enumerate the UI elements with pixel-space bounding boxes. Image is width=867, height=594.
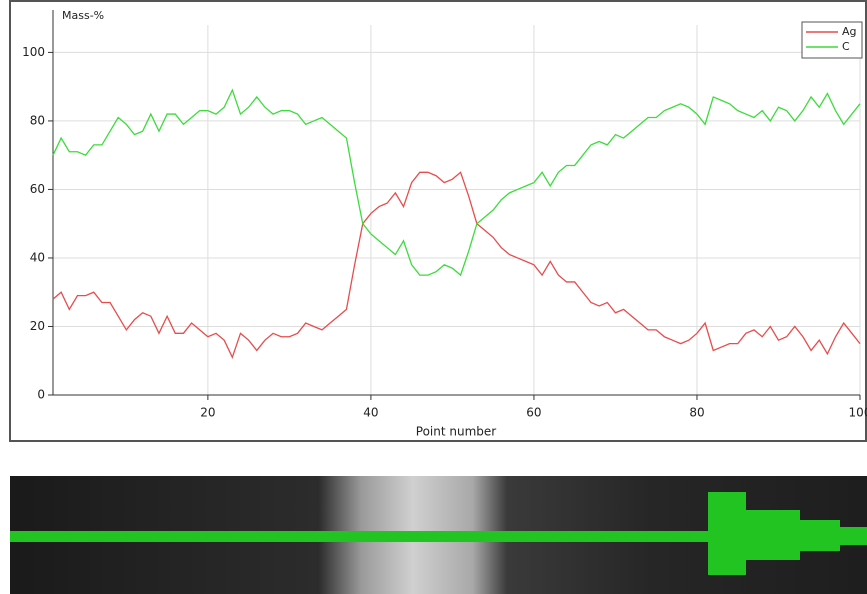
screen: Mass-% Point number 0 20 40 60 80 100 20 40 60 80… bbox=[0, 0, 867, 594]
y-tick-label: 40 bbox=[30, 250, 45, 264]
y-tick-label: 0 bbox=[37, 388, 45, 402]
legend: Ag C bbox=[802, 22, 862, 58]
x-tick-label: 60 bbox=[526, 406, 541, 420]
x-tick-label: 100 bbox=[849, 406, 867, 420]
y-tick-label: 20 bbox=[30, 319, 45, 333]
x-axis-label: Point number bbox=[416, 425, 497, 439]
profile-block bbox=[708, 492, 746, 575]
x-tick-label: 80 bbox=[689, 406, 704, 420]
page: Mass-% Point number 0 20 40 60 80 100 20 40 60 80… bbox=[0, 0, 867, 594]
legend-label: C bbox=[842, 40, 850, 53]
image-strip bbox=[10, 476, 867, 594]
y-tick-label: 60 bbox=[30, 182, 45, 196]
profile-block bbox=[746, 510, 800, 560]
x-tick-label: 20 bbox=[200, 406, 215, 420]
legend-label: Ag bbox=[842, 25, 857, 38]
y-tick-label: 80 bbox=[30, 113, 45, 127]
x-tick-label: 40 bbox=[363, 406, 378, 420]
chart-frame bbox=[10, 1, 866, 441]
profile-block bbox=[800, 520, 840, 551]
y-axis-label: Mass-% bbox=[62, 9, 104, 22]
y-tick-label: 100 bbox=[22, 45, 45, 59]
profile-block bbox=[840, 527, 867, 545]
